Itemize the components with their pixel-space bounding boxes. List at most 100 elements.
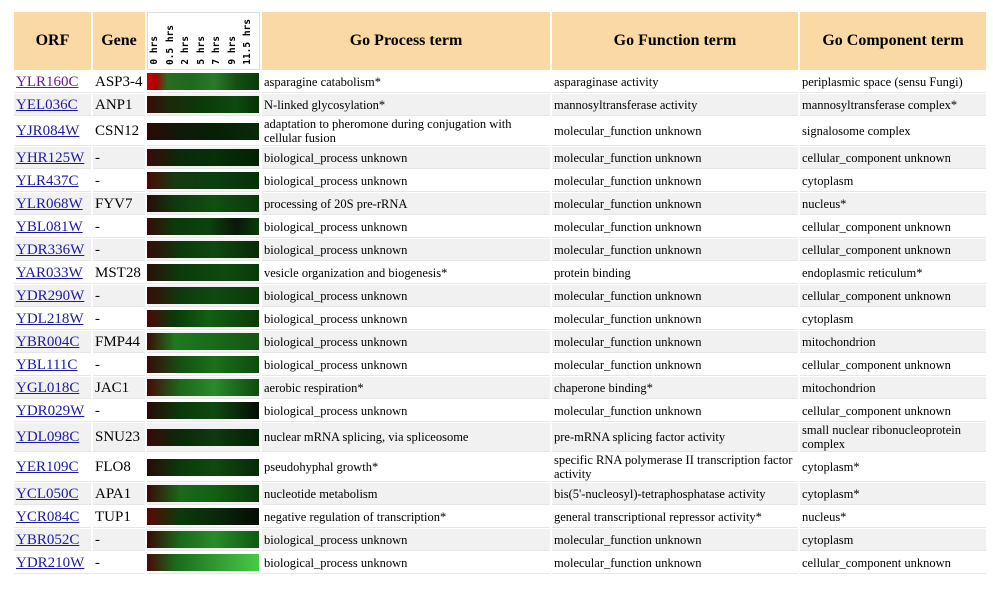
gene-cell: FYV7 bbox=[93, 193, 145, 215]
orf-link[interactable]: YLR160C bbox=[16, 73, 79, 90]
table-row: YDR336W - biological_process unknown molecu… bbox=[14, 239, 986, 261]
orf-cell: YLR437C bbox=[14, 170, 91, 192]
orf-cell: YCL050C bbox=[14, 483, 91, 505]
process-cell: adaptation to pheromone during conjugati… bbox=[262, 117, 550, 146]
component-cell: mannosyltransferase complex* bbox=[800, 94, 986, 116]
process-cell: nuclear mRNA splicing, via spliceosome bbox=[262, 423, 550, 452]
gene-cell: ASP3-4 bbox=[93, 71, 145, 93]
function-cell: general transcriptional repressor activi… bbox=[552, 506, 798, 528]
heatmap-cell bbox=[147, 308, 260, 330]
component-cell: cellular_component unknown bbox=[800, 285, 986, 307]
table-row: YJR084W CSN12 adaptation to pheromone duri… bbox=[14, 117, 986, 146]
time-label: 2 hrs bbox=[180, 36, 191, 65]
orf-cell: YGL018C bbox=[14, 377, 91, 399]
orf-link[interactable]: YGL018C bbox=[16, 379, 80, 396]
orf-cell: YDL218W bbox=[14, 308, 91, 330]
orf-link[interactable]: YBL081W bbox=[16, 218, 83, 235]
orf-link[interactable]: YCR084C bbox=[16, 508, 80, 525]
heatmap-cell bbox=[147, 170, 260, 192]
orf-link[interactable]: YJR084W bbox=[16, 123, 80, 139]
component-cell: cellular_component unknown bbox=[800, 147, 986, 169]
orf-link[interactable]: YBR052C bbox=[16, 531, 80, 548]
process-cell: biological_process unknown bbox=[262, 239, 550, 261]
orf-cell: YBL111C bbox=[14, 354, 91, 376]
function-cell: molecular_function unknown bbox=[552, 170, 798, 192]
component-cell: endoplasmic reticulum* bbox=[800, 262, 986, 284]
orf-link[interactable]: YLR068W bbox=[16, 195, 83, 212]
time-label: 11.5 hrs bbox=[242, 19, 253, 65]
orf-link[interactable]: YBR004C bbox=[16, 333, 80, 350]
component-cell: cytoplasm* bbox=[800, 483, 986, 505]
table-row: YGL018C JAC1 aerobic respiration* chaperone… bbox=[14, 377, 986, 399]
orf-link[interactable]: YCL050C bbox=[16, 485, 79, 502]
orf-cell: YJR084W bbox=[14, 117, 91, 146]
gene-cell: ANP1 bbox=[93, 94, 145, 116]
gene-cell: SNU23 bbox=[93, 423, 145, 452]
table-row: YER109C FLO8 pseudohyphal growth* specific … bbox=[14, 453, 986, 482]
component-cell: cellular_component unknown bbox=[800, 400, 986, 422]
expression-heatmap bbox=[147, 172, 259, 189]
gene-cell: - bbox=[93, 400, 145, 422]
process-cell: processing of 20S pre-rRNA bbox=[262, 193, 550, 215]
orf-cell: YDR210W bbox=[14, 552, 91, 574]
gene-cell: APA1 bbox=[93, 483, 145, 505]
column-header: Go Component term bbox=[800, 12, 986, 70]
table-row: YDR290W - biological_process unknown molecu… bbox=[14, 285, 986, 307]
gene-cell: - bbox=[93, 216, 145, 238]
heatmap-cell bbox=[147, 529, 260, 551]
table-row: YBR004C FMP44 biological_process unknown mo… bbox=[14, 331, 986, 353]
component-cell: cytoplasm bbox=[800, 170, 986, 192]
orf-link[interactable]: YEL036C bbox=[16, 96, 78, 113]
table-row: YHR125W - biological_process unknown molecu… bbox=[14, 147, 986, 169]
component-cell: cellular_component unknown bbox=[800, 354, 986, 376]
orf-link[interactable]: YER109C bbox=[16, 459, 79, 475]
table-row: YDL098C SNU23 nuclear mRNA splicing, via s… bbox=[14, 423, 986, 452]
header-row: ORF Gene 0 hrs 0.5 hrs 2 hrs 5 hrs 7 hrs 9 hrs 1… bbox=[14, 12, 986, 70]
function-cell: chaperone binding* bbox=[552, 377, 798, 399]
expression-heatmap bbox=[147, 73, 259, 90]
orf-link[interactable]: YDR336W bbox=[16, 241, 85, 258]
heatmap-cell bbox=[147, 239, 260, 261]
component-cell: cellular_component unknown bbox=[800, 216, 986, 238]
orf-cell: YDR029W bbox=[14, 400, 91, 422]
orf-cell: YBR004C bbox=[14, 331, 91, 353]
column-header: ORF bbox=[14, 12, 91, 70]
orf-link[interactable]: YHR125W bbox=[16, 149, 85, 166]
heatmap-cell bbox=[147, 147, 260, 169]
orf-link[interactable]: YDL098C bbox=[16, 429, 80, 445]
orf-link[interactable]: YLR437C bbox=[16, 172, 79, 189]
orf-link[interactable]: YDR029W bbox=[16, 402, 85, 419]
heatmap-cell bbox=[147, 453, 260, 482]
gene-cell: TUP1 bbox=[93, 506, 145, 528]
table-body: YLR160C ASP3-4 asparagine catabolism* aspar… bbox=[14, 71, 986, 574]
heatmap-cell bbox=[147, 483, 260, 505]
function-cell: bis(5'-nucleosyl)-tetraphosphatase activ… bbox=[552, 483, 798, 505]
orf-cell: YLR160C bbox=[14, 71, 91, 93]
expression-heatmap bbox=[147, 333, 259, 350]
table-row: YCR084C TUP1 negative regulation of transc… bbox=[14, 506, 986, 528]
expression-heatmap bbox=[147, 402, 259, 419]
process-cell: biological_process unknown bbox=[262, 170, 550, 192]
orf-link[interactable]: YAR033W bbox=[16, 264, 83, 281]
orf-cell: YLR068W bbox=[14, 193, 91, 215]
orf-cell: YDL098C bbox=[14, 423, 91, 452]
expression-heatmap bbox=[147, 149, 259, 166]
function-cell: molecular_function unknown bbox=[552, 400, 798, 422]
component-cell: periplasmic space (sensu Fungi) bbox=[800, 71, 986, 93]
expression-heatmap bbox=[147, 531, 259, 548]
column-header: Go Function term bbox=[552, 12, 798, 70]
function-cell: molecular_function unknown bbox=[552, 216, 798, 238]
process-cell: vesicle organization and biogenesis* bbox=[262, 262, 550, 284]
orf-link[interactable]: YBL111C bbox=[16, 356, 78, 373]
orf-link[interactable]: YDR210W bbox=[16, 554, 85, 571]
heatmap-cell bbox=[147, 331, 260, 353]
function-cell: molecular_function unknown bbox=[552, 117, 798, 146]
gene-cell: JAC1 bbox=[93, 377, 145, 399]
orf-link[interactable]: YDL218W bbox=[16, 310, 84, 327]
gene-cell: - bbox=[93, 170, 145, 192]
orf-link[interactable]: YDR290W bbox=[16, 287, 85, 304]
expression-heatmap bbox=[147, 122, 259, 140]
function-cell: mannosyltransferase activity bbox=[552, 94, 798, 116]
orf-cell: YAR033W bbox=[14, 262, 91, 284]
